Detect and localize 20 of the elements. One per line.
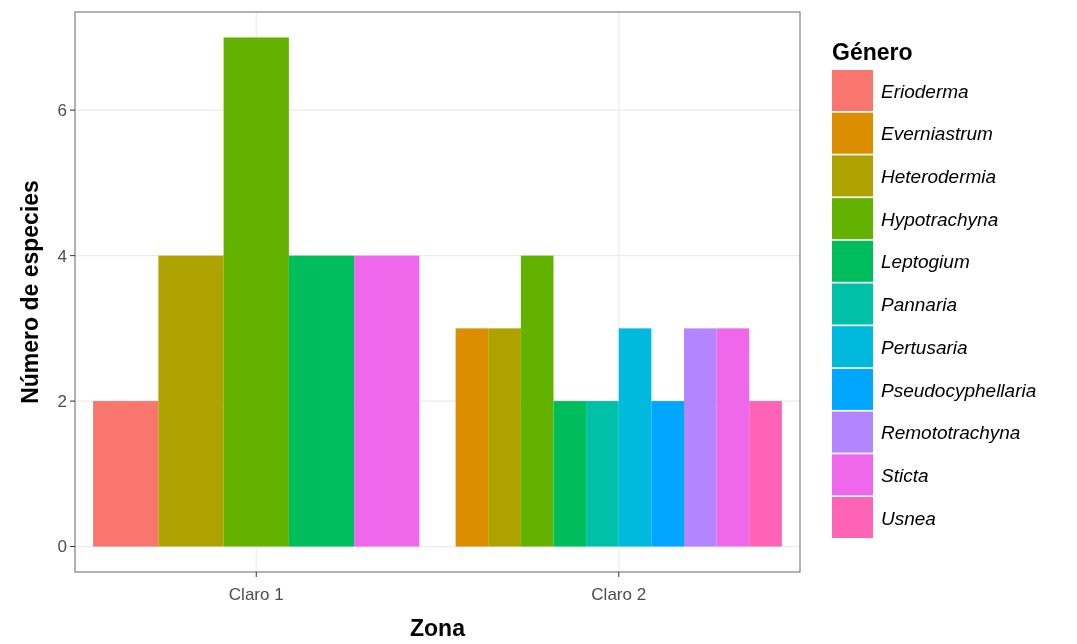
y-tick-label: 0: [57, 537, 67, 557]
x-tick-label: Claro 2: [591, 585, 647, 604]
legend-label: Remototrachyna: [881, 422, 1021, 444]
legend-label: Sticta: [881, 464, 929, 486]
legend-label: Pertusaria: [881, 336, 968, 358]
legend-title: Género: [832, 39, 913, 65]
y-tick-label: 6: [57, 101, 67, 121]
y-tick-label: 4: [57, 246, 67, 266]
legend-label: Erioderma: [881, 80, 969, 102]
legend-label: Everniastrum: [881, 123, 993, 145]
legend-label: Usnea: [881, 507, 936, 529]
legend-label: Pannaria: [881, 294, 958, 316]
legend-label: Heterodermia: [881, 166, 997, 188]
legend-label: Hypotrachyna: [881, 208, 999, 230]
legend-label: Pseudocyphellaria: [881, 379, 1037, 401]
y-axis-title: Número de especies: [17, 180, 43, 404]
legend-label: Leptogium: [881, 251, 970, 273]
x-axis-title: Zona: [410, 615, 466, 641]
y-tick-label: 2: [57, 392, 67, 412]
x-tick-label: Claro 1: [228, 585, 284, 604]
